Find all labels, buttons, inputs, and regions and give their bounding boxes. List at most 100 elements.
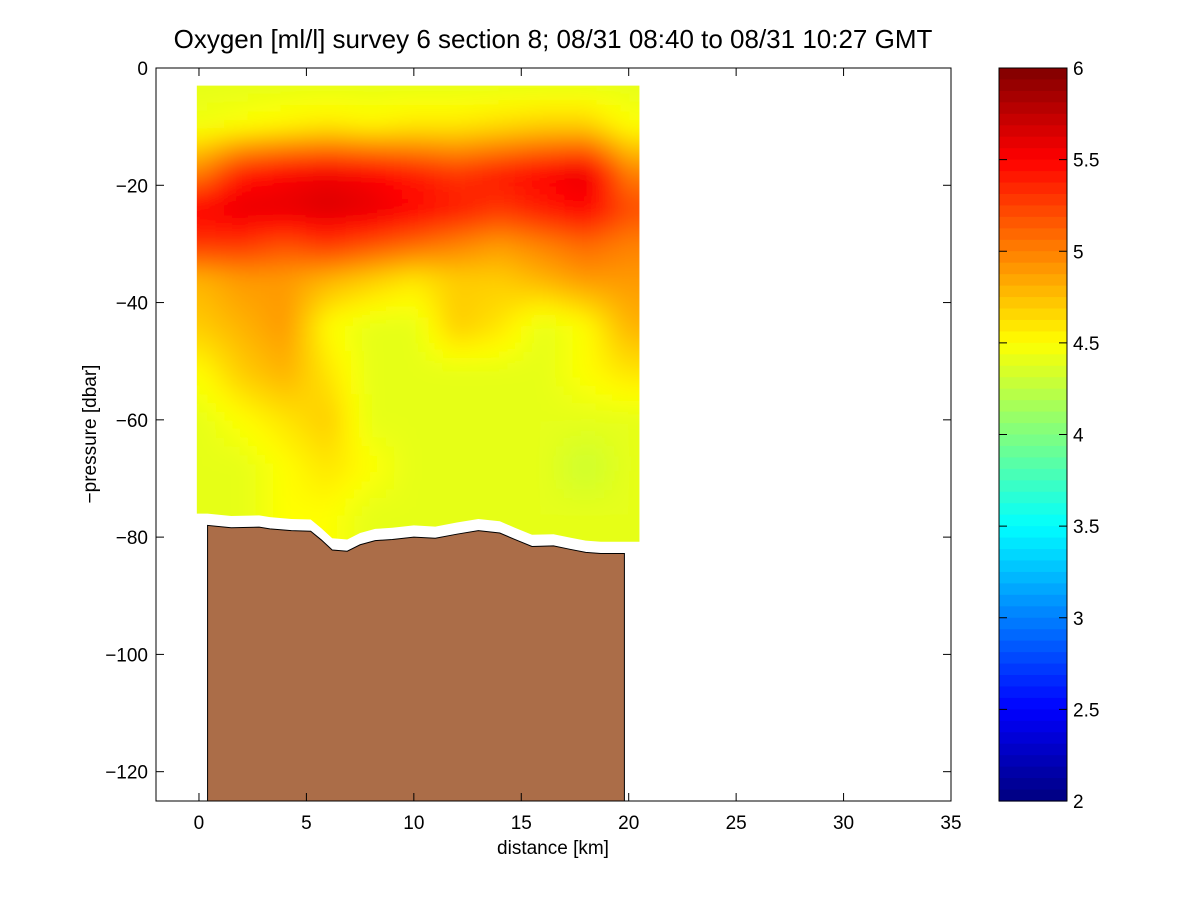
colorbar-band (999, 560, 1067, 573)
colorbar-band (999, 468, 1067, 481)
colorbar-band (999, 377, 1067, 390)
colorbar-band (999, 171, 1067, 184)
colorbar-band (999, 239, 1067, 252)
colorbar-band (999, 297, 1067, 310)
colorbar-band (999, 755, 1067, 768)
colorbar-band (999, 400, 1067, 413)
colorbar-tick-label: 3.5 (1073, 517, 1099, 538)
colorbar-band (999, 686, 1067, 699)
colorbar-band (999, 411, 1067, 424)
oxygen-field (196, 85, 640, 542)
colorbar-tick-label: 5.5 (1073, 151, 1099, 172)
colorbar-band (999, 102, 1067, 115)
colorbar-band (999, 537, 1067, 550)
colorbar-band (999, 79, 1067, 92)
colorbar-band (999, 640, 1067, 653)
colorbar-tick-label: 4 (1073, 426, 1084, 447)
colorbar-band (999, 629, 1067, 642)
colorbar-band (999, 388, 1067, 401)
colorbar-band (999, 743, 1067, 756)
colorbar-band (999, 319, 1067, 333)
colorbar-band (999, 342, 1067, 355)
y-tick-label: −100 (105, 645, 148, 666)
y-tick-label: 0 (137, 59, 148, 80)
colorbar-band (999, 365, 1067, 378)
x-axis-ticks: 0 5 10 15 20 25 30 35 (194, 68, 962, 834)
colorbar-band (999, 216, 1067, 229)
x-tick-label: 35 (940, 813, 961, 834)
chart-title: Oxygen [ml/l] survey 6 section 8; 08/31 … (174, 24, 933, 54)
colorbar-band (999, 182, 1067, 195)
colorbar-band (999, 526, 1067, 539)
x-tick-label: 30 (833, 813, 854, 834)
colorbar-band (999, 549, 1067, 562)
colorbar-band (999, 354, 1067, 367)
plot-frame (155, 67, 952, 802)
colorbar-band (999, 90, 1067, 103)
colorbar-band (999, 423, 1067, 436)
colorbar-band (999, 709, 1067, 722)
colorbar-band (999, 274, 1067, 287)
colorbar-bands (999, 68, 1067, 802)
colorbar-ticks: 2 2.5 3 3.5 4 4.5 5 5.5 6 (999, 59, 1099, 813)
colorbar-band (999, 720, 1067, 733)
colorbar-band (999, 136, 1067, 149)
colorbar-band (999, 205, 1067, 218)
colorbar-band (999, 766, 1067, 779)
colorbar-tick-label: 5 (1073, 242, 1084, 263)
colorbar-band (999, 148, 1067, 161)
x-tick-label: 15 (511, 813, 532, 834)
colorbar-band (999, 594, 1067, 607)
x-tick-label: 5 (301, 813, 312, 834)
x-tick-label: 0 (194, 813, 205, 834)
colorbar-tick-label: 3 (1073, 609, 1084, 630)
colorbar-tick-label: 2.5 (1073, 700, 1099, 721)
x-tick-label: 20 (618, 813, 639, 834)
colorbar-tick-label: 6 (1073, 59, 1084, 80)
colorbar-frame (998, 67, 1068, 802)
colorbar-tick-label: 2 (1073, 792, 1084, 813)
colorbar-band (999, 652, 1067, 665)
colorbar: 2 2.5 3 3.5 4 4.5 5 5.5 6 (998, 59, 1099, 813)
plot-area: 0 5 10 15 20 25 30 35 0 −20 −40 −60 −80 −100 −120 (105, 59, 961, 834)
colorbar-band (999, 68, 1067, 81)
colorbar-band (999, 308, 1067, 321)
colorbar-band (999, 113, 1067, 126)
colorbar-band (999, 262, 1067, 275)
colorbar-band (999, 491, 1067, 504)
colorbar-band (999, 480, 1067, 493)
colorbar-band (999, 457, 1067, 470)
colorbar-band (999, 434, 1067, 447)
colorbar-band (999, 514, 1067, 527)
y-tick-label: −60 (116, 411, 148, 432)
y-tick-label: −80 (116, 528, 148, 549)
colorbar-band (999, 606, 1067, 619)
colorbar-band (999, 251, 1067, 264)
colorbar-band (999, 571, 1067, 584)
colorbar-band (999, 445, 1067, 459)
colorbar-band (999, 732, 1067, 745)
colorbar-band (999, 778, 1067, 791)
seabed-bathymetry (207, 524, 625, 801)
colorbar-band (999, 663, 1067, 676)
colorbar-band (999, 125, 1067, 138)
x-axis-label: distance [km] (497, 838, 609, 859)
colorbar-band (999, 675, 1067, 688)
colorbar-band (999, 228, 1067, 241)
y-axis-label: −pressure [dbar] (80, 365, 101, 504)
colorbar-tick-label: 4.5 (1073, 334, 1099, 355)
colorbar-band (999, 193, 1067, 207)
y-tick-label: −20 (116, 176, 148, 197)
x-tick-label: 25 (726, 813, 747, 834)
x-tick-label: 10 (403, 813, 424, 834)
colorbar-band (999, 697, 1067, 710)
colorbar-band (999, 285, 1067, 298)
y-tick-label: −120 (105, 763, 148, 784)
colorbar-band (999, 583, 1067, 596)
y-tick-label: −40 (116, 294, 148, 315)
colorbar-band (999, 789, 1067, 802)
colorbar-band (999, 617, 1067, 630)
y-axis-ticks: 0 −20 −40 −60 −80 −100 −120 (105, 59, 951, 784)
colorbar-band (999, 331, 1067, 344)
